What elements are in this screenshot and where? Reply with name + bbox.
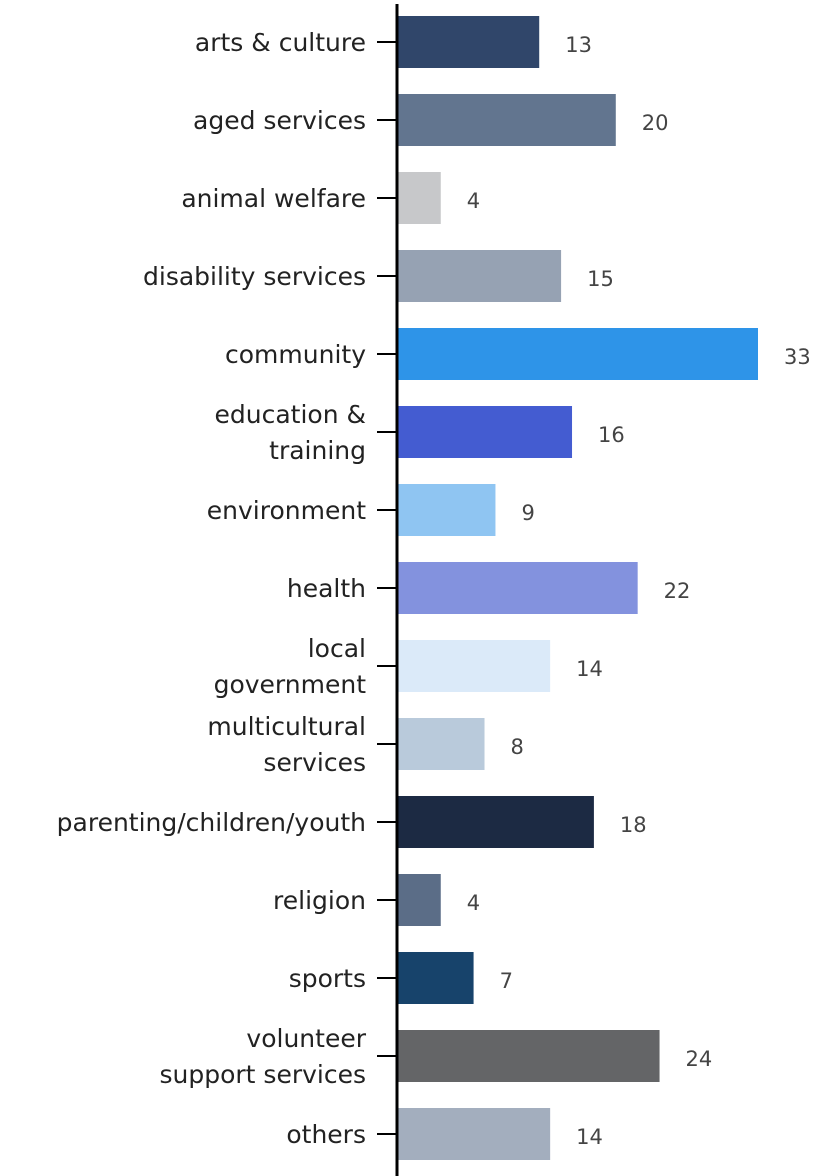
category-label: arts & culture — [195, 28, 366, 57]
category-label: religion — [273, 886, 366, 915]
bar — [397, 1108, 551, 1160]
category-label: aged services — [193, 106, 366, 135]
category-label: health — [287, 574, 366, 603]
category-label: volunteer support services — [159, 1024, 366, 1089]
value-label: 15 — [587, 267, 614, 291]
value-label: 14 — [576, 1125, 603, 1149]
bar — [397, 1030, 660, 1082]
bar — [397, 250, 562, 302]
value-label: 4 — [467, 891, 480, 915]
value-label: 14 — [576, 657, 603, 681]
bar — [397, 94, 616, 146]
value-label: 8 — [511, 735, 524, 759]
category-label: sports — [289, 964, 366, 993]
category-labels-group: arts & culture aged services animal welfar… — [57, 28, 367, 1149]
bars-group — [397, 16, 758, 1160]
ticks-group — [377, 41, 397, 1135]
bar — [397, 16, 540, 68]
value-label: 33 — [784, 345, 811, 369]
value-label: 20 — [642, 111, 669, 135]
category-label: local government — [214, 634, 367, 699]
category-label: community — [225, 340, 366, 369]
value-label: 24 — [686, 1047, 713, 1071]
value-label: 16 — [598, 423, 625, 447]
category-label: disability services — [143, 262, 366, 291]
bar — [397, 874, 441, 926]
category-label: environment — [207, 496, 366, 525]
bar — [397, 328, 758, 380]
bar — [397, 562, 638, 614]
category-label: others — [286, 1120, 366, 1149]
category-label: multicultural services — [207, 712, 366, 777]
category-label: parenting/children/youth — [57, 808, 366, 837]
value-label: 22 — [664, 579, 691, 603]
value-labels-group: 13 20 4 15 33 16 9 22 14 8 18 4 7 24 14 — [467, 33, 811, 1149]
category-label: education & training — [215, 400, 367, 465]
bar — [397, 484, 496, 536]
value-label: 7 — [500, 969, 513, 993]
bar — [397, 172, 441, 224]
bar — [397, 406, 573, 458]
value-label: 18 — [620, 813, 647, 837]
category-label: animal welfare — [181, 184, 366, 213]
bar — [397, 796, 594, 848]
bar — [397, 640, 551, 692]
bar — [397, 718, 485, 770]
value-label: 4 — [467, 189, 480, 213]
bar — [397, 952, 474, 1004]
value-label: 13 — [565, 33, 592, 57]
value-label: 9 — [521, 501, 534, 525]
